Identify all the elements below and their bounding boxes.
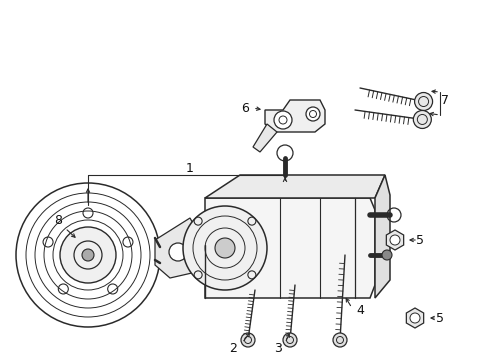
Text: 2: 2 <box>229 342 237 355</box>
Circle shape <box>183 206 267 290</box>
Circle shape <box>60 227 116 283</box>
Circle shape <box>415 93 433 111</box>
Circle shape <box>82 249 94 261</box>
Text: 3: 3 <box>274 342 282 355</box>
Text: 8: 8 <box>54 213 62 226</box>
Polygon shape <box>205 198 375 298</box>
Text: 6: 6 <box>241 102 249 114</box>
Text: 5: 5 <box>436 311 444 324</box>
Circle shape <box>306 107 320 121</box>
Circle shape <box>274 111 292 129</box>
Polygon shape <box>253 124 277 152</box>
Polygon shape <box>155 218 205 278</box>
Circle shape <box>414 111 431 129</box>
Polygon shape <box>406 308 424 328</box>
Polygon shape <box>265 100 325 132</box>
Polygon shape <box>205 175 385 198</box>
Polygon shape <box>375 175 390 298</box>
Circle shape <box>241 333 255 347</box>
Text: 1: 1 <box>186 162 194 175</box>
Circle shape <box>283 333 297 347</box>
Text: 7: 7 <box>441 94 449 107</box>
Circle shape <box>410 313 420 323</box>
Circle shape <box>215 238 235 258</box>
Circle shape <box>382 250 392 260</box>
Polygon shape <box>386 230 404 250</box>
Text: 5: 5 <box>416 234 424 247</box>
Circle shape <box>333 333 347 347</box>
Circle shape <box>169 243 187 261</box>
Circle shape <box>390 235 400 245</box>
Text: 4: 4 <box>356 303 364 316</box>
